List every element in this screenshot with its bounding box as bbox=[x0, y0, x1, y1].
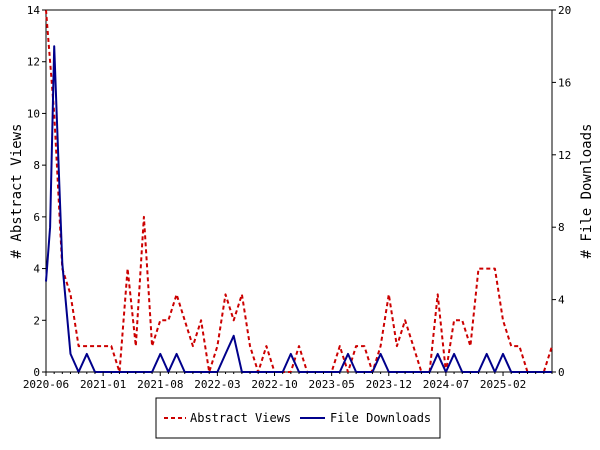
left-y-tick-label: 12 bbox=[27, 56, 40, 69]
x-tick-label: 2024-07 bbox=[423, 378, 469, 391]
x-tick-label: 2021-01 bbox=[80, 378, 126, 391]
left-y-tick-label: 2 bbox=[33, 314, 40, 327]
x-tick-label: 2025-02 bbox=[480, 378, 526, 391]
left-y-tick-label: 4 bbox=[33, 263, 40, 276]
x-tick-label: 2022-03 bbox=[194, 378, 240, 391]
x-axis: 2020-06 2021-01 2021-08 2022-03 2022-10 2023-… bbox=[23, 372, 553, 391]
right-y-tick-label: 12 bbox=[558, 149, 571, 162]
right-y-tick-label: 4 bbox=[558, 294, 565, 307]
series-layer bbox=[45, 9, 553, 373]
x-tick-label: 2020-06 bbox=[23, 378, 69, 391]
legend-label-file-downloads: File Downloads bbox=[330, 411, 431, 425]
legend-box bbox=[155, 397, 441, 439]
left-y-tick-label: 0 bbox=[33, 366, 40, 379]
right-y-tick-label: 8 bbox=[558, 221, 565, 234]
legend: Abstract Views File Downloads bbox=[155, 397, 441, 439]
x-tick-label: 2021-08 bbox=[137, 378, 183, 391]
series-line-abstract-views bbox=[45, 9, 553, 373]
x-tick-label: 2023-12 bbox=[366, 378, 412, 391]
left-y-axis: 0 2 4 6 8 10 12 14 bbox=[27, 4, 46, 379]
left-y-tick-label: 14 bbox=[27, 4, 41, 17]
right-y-tick-label: 0 bbox=[558, 366, 565, 379]
left-y-tick-label: 8 bbox=[33, 159, 40, 172]
right-y-tick-label: 16 bbox=[558, 76, 571, 89]
x-tick-label: 2023-05 bbox=[308, 378, 354, 391]
right-y-tick-label: 20 bbox=[558, 4, 571, 17]
right-y-axis-title: # File Downloads bbox=[579, 124, 595, 259]
series-line-file-downloads bbox=[45, 45, 552, 373]
right-y-axis: 0 4 8 12 16 20 bbox=[552, 4, 571, 379]
left-y-axis-title: # Abstract Views bbox=[9, 124, 25, 259]
plot-area bbox=[45, 9, 553, 373]
left-y-tick-label: 6 bbox=[33, 211, 40, 224]
left-y-tick-label: 10 bbox=[27, 107, 40, 120]
x-tick-label: 2022-10 bbox=[251, 378, 297, 391]
legend-label-abstract-views: Abstract Views bbox=[190, 411, 291, 425]
